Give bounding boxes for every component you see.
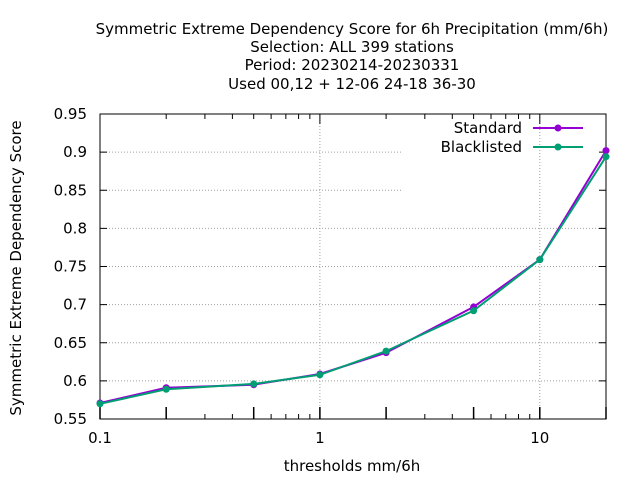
data-point	[470, 307, 478, 315]
y-tick-label: 0.8	[63, 219, 87, 237]
plot-border	[99, 113, 607, 420]
legend-label: Standard	[454, 119, 522, 137]
data-point	[602, 147, 610, 155]
data-point	[602, 153, 610, 161]
data-point	[536, 256, 544, 264]
x-tick-label: 0.1	[88, 429, 112, 447]
data-point	[96, 400, 104, 408]
y-tick-label: 0.55	[54, 410, 87, 428]
axes	[99, 113, 607, 420]
data-point	[382, 347, 390, 355]
title-line-4: Used 00,12 + 12-06 24-18 36-30	[228, 75, 476, 93]
y-tick-label: 0.6	[63, 372, 87, 390]
data-point	[162, 385, 170, 393]
title-line-2: Selection: ALL 399 stations	[250, 38, 454, 56]
y-tick-label: 0.85	[54, 181, 87, 199]
legend-label: Blacklisted	[441, 138, 522, 156]
series-layer	[96, 147, 610, 408]
x-tick-label: 10	[530, 429, 549, 447]
legend-swatch-marker	[554, 143, 562, 151]
x-axis-label: thresholds mm/6h	[284, 457, 421, 475]
title-line-3: Period: 20230214-20230331	[245, 56, 460, 74]
y-tick-label: 0.7	[63, 296, 87, 314]
y-tick-label: 0.95	[54, 105, 87, 123]
y-tick-labels: 0.55 0.6 0.65 0.7 0.75 0.8 0.85 0.9 0.95	[54, 105, 87, 428]
x-tick-labels: 0.1 1 10	[88, 429, 549, 447]
y-tick-label: 0.65	[54, 334, 87, 352]
y-axis-label: Symmetric Extreme Dependency Score	[7, 120, 25, 415]
legend-swatch-marker	[554, 124, 562, 132]
data-point	[316, 371, 324, 379]
y-tick-label: 0.9	[63, 143, 87, 161]
x-tick-label: 1	[315, 429, 325, 447]
series-line	[99, 156, 607, 405]
data-point	[250, 380, 258, 388]
chart-title: Symmetric Extreme Dependency Score for 6…	[96, 20, 609, 93]
series-line	[99, 150, 607, 404]
title-line-1: Symmetric Extreme Dependency Score for 6…	[96, 20, 609, 38]
y-tick-label: 0.75	[54, 258, 87, 276]
grid	[100, 114, 606, 419]
